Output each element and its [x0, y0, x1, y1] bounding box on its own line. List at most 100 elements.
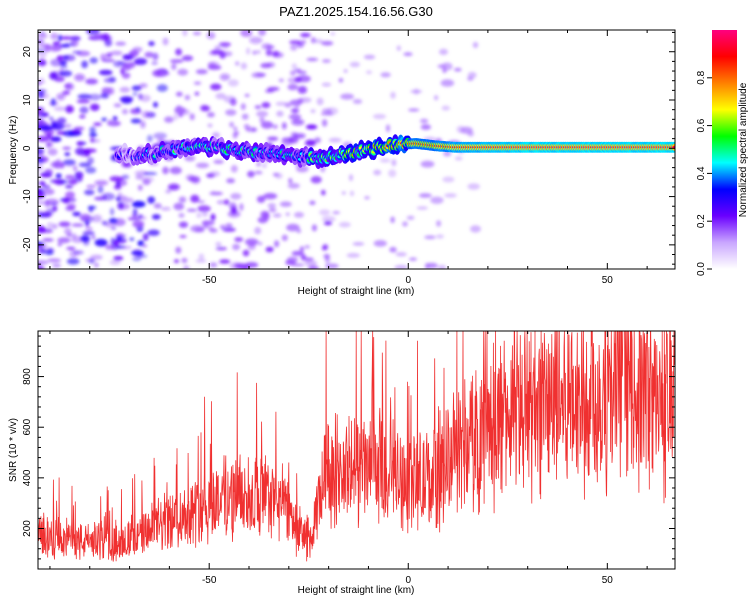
heatmap-noise-blob	[104, 39, 113, 47]
heatmap-noise-blob	[103, 77, 116, 83]
heatmap-noise-blob	[247, 170, 255, 178]
heatmap-noise-blob	[77, 93, 92, 100]
heatmap-noise-blob	[113, 256, 124, 261]
heatmap-noise-blob	[89, 126, 96, 134]
heatmap-noise-blob	[322, 59, 331, 63]
heatmap-noise-blob	[364, 196, 370, 200]
heatmap-noise-blob	[363, 54, 376, 60]
heatmap-noise-blob	[58, 221, 71, 227]
heatmap-noise-blob	[275, 172, 283, 179]
heatmap-noise-blob	[242, 266, 249, 269]
heatmap-noise-blob	[341, 191, 346, 195]
heatmap-noise-blob	[137, 254, 148, 258]
heatmap-noise-blob	[222, 45, 229, 49]
spectrogram-xlabel: Height of straight line (km)	[298, 286, 415, 297]
heatmap-noise-blob	[121, 108, 129, 115]
heatmap-noise-blob	[40, 172, 53, 178]
heatmap-noise-blob	[289, 99, 302, 106]
heatmap-noise-blob	[263, 192, 278, 200]
heatmap-noise-blob	[232, 243, 241, 251]
heatmap-noise-blob	[210, 213, 216, 221]
heatmap-noise-blob	[121, 72, 131, 79]
heatmap-noise-blob	[170, 59, 184, 64]
heatmap-noise-blob	[132, 208, 138, 216]
heatmap-noise-blob	[195, 259, 207, 263]
heatmap-noise-blob	[256, 195, 266, 203]
heatmap-noise-blob	[46, 222, 54, 230]
heatmap-noise-blob	[290, 43, 298, 51]
heatmap-noise-blob	[38, 135, 49, 142]
heatmap-noise-blob	[177, 68, 189, 76]
heatmap-noise-blob	[87, 205, 97, 210]
heatmap-noise-blob	[38, 147, 44, 155]
heatmap-noise-blob	[320, 112, 334, 116]
heatmap-noise-blob	[82, 231, 95, 235]
heatmap-noise-blob	[129, 50, 139, 57]
heatmap-noise-blob	[47, 258, 62, 263]
heatmap-noise-blob	[207, 65, 222, 70]
heatmap-noise-blob	[42, 238, 54, 242]
heatmap-noise-blob	[244, 93, 250, 97]
heatmap-noise-blob	[64, 175, 76, 179]
heatmap-noise-blob	[135, 107, 141, 112]
heatmap-noise-blob	[296, 165, 309, 173]
heatmap-noise-blob	[41, 92, 50, 99]
heatmap-noise-blob	[265, 45, 275, 50]
heatmap-noise-blob	[402, 221, 408, 227]
heatmap-noise-blob	[274, 240, 280, 248]
heatmap-noise-blob	[62, 146, 72, 150]
heatmap-noise-blob	[98, 69, 113, 76]
heatmap-noise-blob	[106, 52, 112, 58]
heatmap-noise-blob	[94, 180, 109, 186]
heatmap-noise-blob	[62, 197, 70, 204]
heatmap-noise-blob	[258, 30, 267, 36]
heatmap-noise-blob	[46, 141, 54, 148]
heatmap-noise-blob	[102, 58, 115, 63]
heatmap-noise-blob	[234, 237, 244, 242]
heatmap-noise-blob	[72, 211, 81, 217]
heatmap-noise-blob	[189, 113, 195, 121]
heatmap-noise-blob	[259, 117, 265, 123]
heatmap-noise-blob	[304, 245, 310, 249]
heatmap-noise-blob	[68, 198, 77, 202]
heatmap-noise-blob	[301, 39, 307, 45]
heatmap-noise-blob	[268, 208, 277, 213]
heatmap-noise-blob	[291, 63, 297, 70]
heatmap-noise-blob	[119, 86, 131, 93]
y-tick-label: 200	[22, 520, 33, 537]
heatmap-noise-blob	[242, 249, 250, 257]
heatmap-noise-blob	[467, 71, 477, 79]
heatmap-noise-blob	[85, 227, 93, 231]
heatmap-noise-blob	[140, 120, 146, 129]
heatmap-noise-blob	[272, 124, 278, 129]
heatmap-noise-blob	[240, 62, 248, 70]
heatmap-noise-blob	[65, 105, 74, 114]
heatmap-noise-blob	[257, 216, 268, 224]
heatmap-noise-blob	[119, 96, 134, 103]
heatmap-noise-blob	[297, 85, 308, 94]
heatmap-noise-blob	[229, 121, 235, 128]
heatmap-noise-blob	[147, 196, 156, 204]
heatmap-noise-blob	[79, 213, 91, 222]
heatmap-noise-blob	[148, 41, 155, 47]
heatmap-noise-blob	[144, 51, 154, 58]
heatmap-noise-blob	[233, 126, 238, 131]
heatmap-noise-blob	[321, 245, 327, 251]
heatmap-noise-blob	[38, 225, 46, 234]
heatmap-noise-blob	[139, 83, 148, 88]
figure-title: PAZ1.2025.154.16.56.G30	[279, 4, 433, 19]
heatmap-noise-blob	[389, 246, 397, 253]
y-tick-label: 800	[22, 368, 33, 385]
heatmap-noise-blob	[419, 118, 429, 124]
heatmap-noise-blob	[61, 55, 69, 60]
heatmap-noise-blob	[51, 122, 65, 131]
heatmap-noise-blob	[50, 32, 59, 40]
heatmap-noise-blob	[51, 137, 61, 142]
heatmap-noise-blob	[38, 89, 47, 94]
heatmap-noise-blob	[244, 238, 259, 246]
heatmap-noise-blob	[81, 60, 88, 69]
heatmap-noise-blob	[101, 192, 116, 201]
heatmap-noise-blob	[105, 244, 116, 250]
heatmap-noise-blob	[100, 92, 110, 99]
heatmap-noise-blob	[71, 223, 84, 227]
